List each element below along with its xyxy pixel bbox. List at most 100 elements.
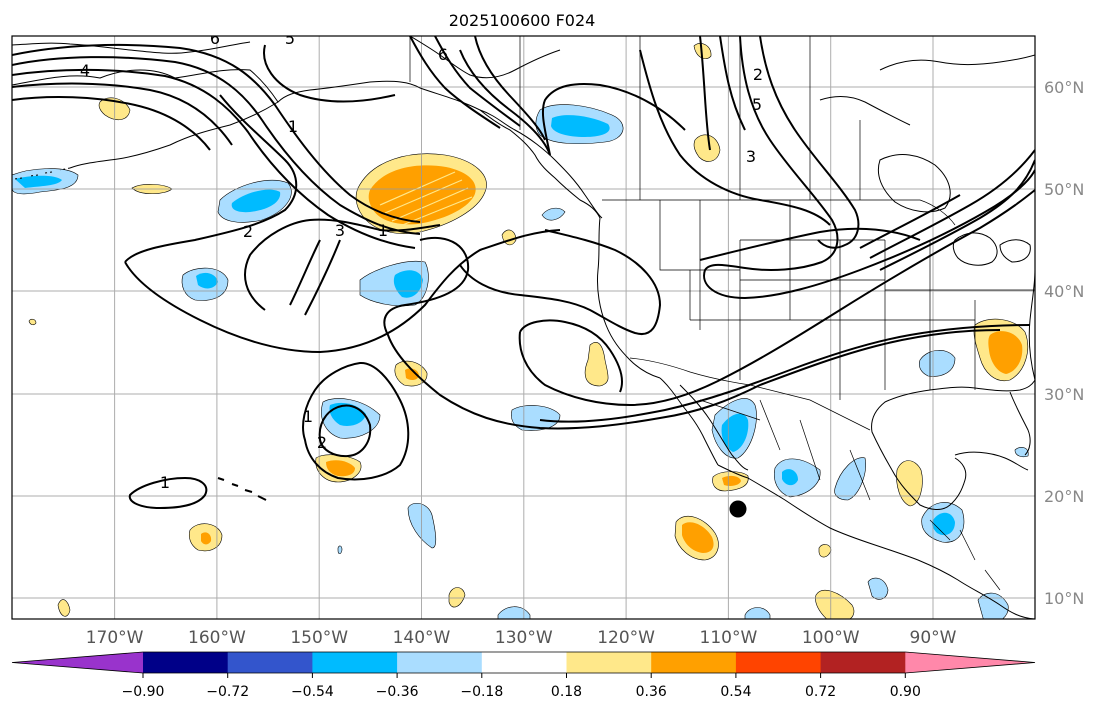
contour-label-6: 3 — [746, 147, 756, 166]
contour-bering-loop — [263, 44, 396, 103]
lon-tick-160w: 160°W — [188, 628, 246, 648]
map-area: 6 4 5 6 5 3 2 3 1 1 2 1 1 2 — [12, 29, 1035, 619]
contour-pacific-south-arc — [518, 189, 1035, 407]
anomaly-patch-dateline — [57, 599, 71, 617]
contour-big-trough-inner — [244, 218, 441, 311]
anomaly-patch-mid-pacific-core — [326, 460, 355, 477]
anomaly-patch-tiny-2 — [28, 318, 37, 326]
colorbar-tick-label: 0.36 — [636, 684, 667, 700]
anomaly-patch-hawaii-north-core — [405, 368, 419, 381]
contour-bering-north-2 — [434, 36, 521, 127]
coastlines — [12, 36, 1035, 619]
contour-label-12: 1 — [160, 473, 170, 492]
anomaly-patch-south-central-core — [988, 331, 1023, 374]
contour-canada-ridge-2 — [459, 49, 551, 156]
lon-tick-110w: 110°W — [700, 628, 758, 648]
colorbar: −0.90 −0.72 −0.54 −0.36 −0.18 0.18 0.36 0.54 0.7… — [11, 651, 1036, 700]
figure-title: 2025100600 F024 — [449, 11, 596, 30]
latitude-tick-labels: 60°N 50°N 40°N 30°N 20°N 10°N — [1044, 78, 1084, 608]
contour-bering-north — [409, 36, 501, 129]
contour-trough-axis — [459, 229, 662, 336]
contour-northwest-4 — [12, 82, 233, 146]
anomaly-patch-central-america-core — [932, 512, 955, 536]
anomaly-patch-aleutians-west-core — [15, 175, 62, 188]
lat-tick-50n: 50°N — [1044, 180, 1084, 199]
anomaly-patch-southeast-us — [918, 350, 956, 377]
colorbar-segment — [566, 652, 652, 673]
anomaly-patch-gulf-of-mexico — [896, 460, 923, 507]
gulf-of-california — [679, 384, 749, 471]
anomaly-patch-pacific-north-core — [231, 189, 281, 213]
contour-label-3: 5 — [285, 29, 295, 48]
lon-tick-150w: 150°W — [290, 628, 348, 648]
storm-position-marker — [729, 500, 747, 518]
lat-tick-30n: 30°N — [1044, 385, 1084, 404]
contour-label-5: 5 — [752, 95, 762, 114]
contour-east-bundle-3 — [869, 149, 1035, 259]
lon-tick-90w: 90°W — [910, 628, 957, 648]
contour-ridge-north — [703, 36, 1035, 300]
hawaii-islands — [217, 477, 267, 501]
east-coast — [1028, 269, 1035, 381]
contour-label-8: 3 — [335, 221, 345, 240]
aleutian-chain — [13, 167, 71, 180]
colorbar-tick-label: −0.54 — [291, 684, 334, 700]
colorbar-segment — [143, 652, 229, 673]
graticule — [12, 36, 1035, 619]
contour-canada-ridge-3 — [474, 36, 546, 141]
contour-cut-low-outer — [302, 361, 410, 481]
anomaly-patch-central-pacific-core — [196, 272, 218, 289]
political-borders — [409, 36, 1035, 591]
alaska-coast — [12, 69, 603, 219]
contour-east-bundle-4 — [859, 194, 961, 249]
colorbar-segment — [397, 652, 483, 673]
anomaly-patch-canada-interior — [693, 134, 721, 162]
contour-label-9: 1 — [378, 221, 388, 240]
contour-northwest-5 — [12, 96, 211, 151]
arctic-coast — [409, 36, 561, 79]
anomaly-patch-mexico-west-core — [722, 475, 741, 486]
lat-tick-60n: 60°N — [1044, 78, 1084, 97]
mexico-pacific-coast — [717, 464, 1035, 619]
colorbar-segment — [735, 652, 822, 673]
contour-ridge-north-2 — [759, 36, 860, 249]
bc-coast — [479, 109, 601, 219]
baja-california — [659, 377, 719, 466]
contour-east-bundle-1 — [699, 227, 921, 261]
colorbar-segment — [227, 652, 313, 673]
contour-east-ridge-2 — [539, 324, 1031, 423]
colorbar-segment — [651, 652, 737, 673]
colorbar-segment — [312, 652, 398, 673]
longitude-tick-labels: 170°W 160°W 150°W 140°W 130°W 120°W 110°… — [86, 628, 957, 648]
anomaly-patch-se-bottom — [977, 592, 1009, 619]
contour-label-14: 2 — [753, 65, 763, 84]
anomaly-patch-oregon-small — [541, 207, 566, 221]
colorbar-tick-label: −0.36 — [376, 684, 419, 700]
contour-labels: 6 4 5 6 5 3 2 3 1 1 2 1 1 2 — [80, 29, 763, 492]
contour-trough-loop — [289, 239, 341, 316]
canada-us-border — [602, 199, 956, 226]
colorbar-tick-label: 0.18 — [551, 684, 582, 700]
contour-label-11: 2 — [317, 433, 327, 452]
colorbar-tick-label: 0.54 — [720, 684, 751, 700]
contour-mid-pacific — [383, 237, 1001, 430]
contour-ridge-loop — [541, 82, 686, 156]
anomaly-patch-gulf-west — [834, 457, 866, 501]
map-frame — [11, 35, 1036, 620]
colorbar-tick-label: 0.72 — [805, 684, 836, 700]
anomaly-patch-sw-pacific-core — [201, 532, 212, 545]
canada-north — [819, 96, 911, 126]
hudson-bay — [877, 154, 951, 213]
lon-tick-130w: 130°W — [495, 628, 553, 648]
anomaly-patch-south-small — [448, 587, 466, 608]
colorbar-tick-label: −0.90 — [122, 684, 165, 700]
anomaly-patch-pacific-sw-mexico-core — [682, 522, 714, 553]
contour-label-1: 6 — [210, 29, 220, 48]
lat-tick-40n: 40°N — [1044, 282, 1084, 301]
mexico-states — [699, 399, 871, 501]
contour-northwest-1 — [12, 43, 421, 223]
anomaly-patch-tiny-3 — [337, 545, 343, 555]
anomaly-patch-gulf-of-alaska-core — [368, 165, 476, 225]
contour-east-ridge-1 — [519, 319, 623, 393]
lon-tick-170w: 170°W — [86, 628, 144, 648]
